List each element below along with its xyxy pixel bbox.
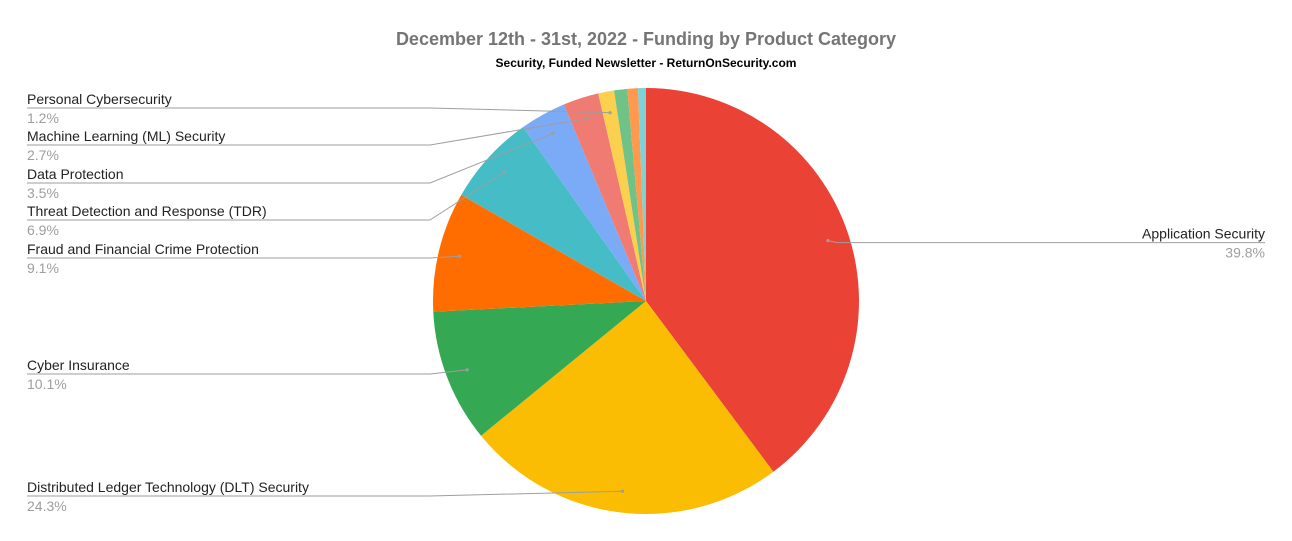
leader-line <box>27 369 468 375</box>
pie-slice <box>522 104 646 301</box>
pie-slice <box>433 301 646 436</box>
slice-value-label: 9.1% <box>27 260 59 276</box>
slice-label: Fraud and Financial Crime Protection <box>27 241 259 257</box>
pie-slice <box>627 88 646 302</box>
slice-value-label: 1.2% <box>27 110 59 126</box>
leader-line <box>27 171 505 221</box>
slice-label: Threat Detection and Response (TDR) <box>27 203 267 219</box>
pie-slice <box>461 127 646 301</box>
pie-labels: Application Security 39.8% Distributed Led… <box>27 91 1265 514</box>
slice-value-label: 2.7% <box>27 147 59 163</box>
leader-line <box>27 490 623 497</box>
pie-slices <box>433 88 860 514</box>
slice-label: Data Protection <box>27 166 124 182</box>
leader-dot <box>620 489 625 493</box>
pie-slice <box>614 88 646 301</box>
leader-line <box>27 107 611 114</box>
chart-title: December 12th - 31st, 2022 - Funding by … <box>396 29 896 49</box>
slice-value-label: 3.5% <box>27 185 59 201</box>
pie-slice <box>433 194 646 312</box>
pie-slice <box>646 88 860 472</box>
leader-line <box>27 118 588 146</box>
leader-line <box>827 240 1265 244</box>
slice-label: Machine Learning (ML) Security <box>27 128 225 144</box>
pie-slice <box>481 301 774 514</box>
slice-label: Distributed Ledger Technology (DLT) Secu… <box>27 479 309 495</box>
slice-value-label: 39.8% <box>1225 245 1265 261</box>
slice-value-label: 10.1% <box>27 376 67 392</box>
chart-subtitle: Security, Funded Newsletter - ReturnOnSe… <box>496 56 797 70</box>
slice-value-label: 24.3% <box>27 498 67 514</box>
slice-label: Personal Cybersecurity <box>27 91 172 107</box>
slice-label: Application Security <box>1142 226 1265 242</box>
slice-label: Cyber Insurance <box>27 357 130 373</box>
pie-slice <box>637 88 646 301</box>
leader-line <box>27 255 460 259</box>
slice-value-label: 6.9% <box>27 222 59 238</box>
leader-line <box>27 132 554 184</box>
pie-slice <box>563 93 646 301</box>
pie-slice <box>598 90 646 301</box>
